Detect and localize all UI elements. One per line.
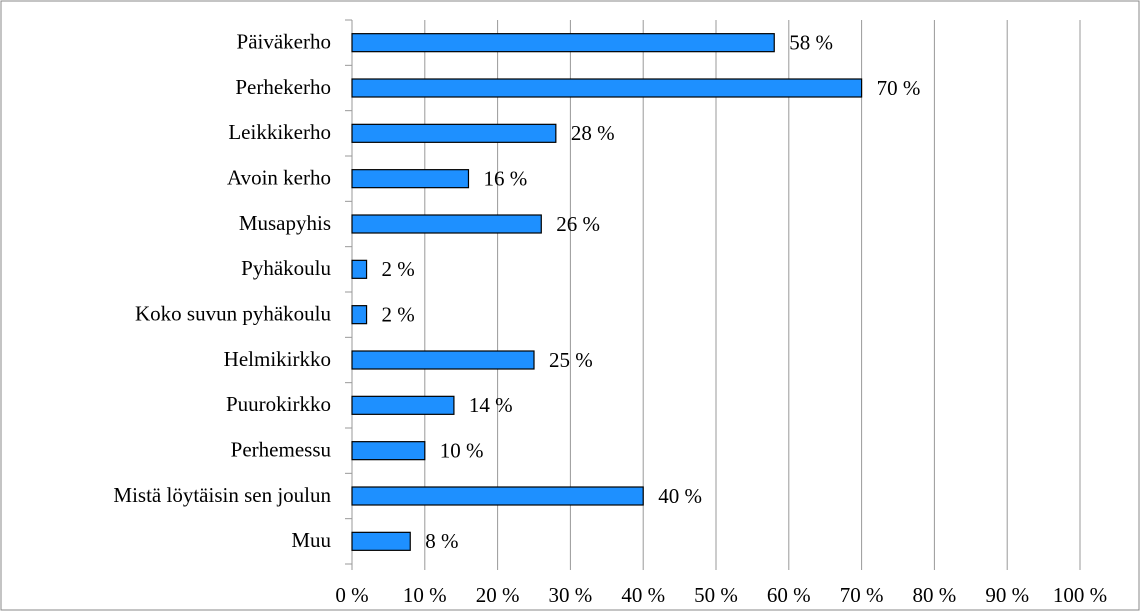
x-tick-label: 50 % [694, 583, 738, 607]
y-tick-label: Muu [291, 528, 331, 552]
bar [351, 441, 426, 461]
y-tick-label: Puurokirkko [226, 392, 331, 416]
x-tick-label: 70 % [840, 583, 884, 607]
bar [351, 486, 644, 506]
bar [351, 123, 557, 143]
y-tick-label: Mistä löytäisin sen joulun [113, 483, 331, 507]
data-label: 58 % [789, 30, 833, 54]
bar [351, 350, 535, 370]
data-label: 14 % [469, 393, 513, 417]
x-tick-label: 80 % [913, 583, 957, 607]
data-label: 8 % [425, 529, 458, 553]
data-label: 16 % [483, 166, 527, 190]
bar [351, 305, 368, 325]
y-tick-label: Perhemessu [231, 437, 332, 461]
y-tick-label: Helmikirkko [224, 347, 331, 371]
bar [351, 259, 368, 279]
x-tick-label: 20 % [476, 583, 520, 607]
x-tick-label: 40 % [621, 583, 665, 607]
data-label: 2 % [382, 302, 415, 326]
bar [351, 78, 863, 98]
y-tick-label: Koko suvun pyhäkoulu [135, 301, 331, 325]
y-tick-label: Leikkikerho [228, 120, 331, 144]
bar [351, 395, 455, 415]
y-tick-label: Musapyhis [239, 211, 331, 235]
data-label: 25 % [549, 348, 593, 372]
data-label: 10 % [440, 438, 484, 462]
x-tick-label: 10 % [403, 583, 447, 607]
x-tick-label: 100 % [1053, 583, 1107, 607]
data-label: 2 % [382, 257, 415, 281]
y-tick-label: Perhekerho [235, 75, 331, 99]
bar [351, 33, 775, 53]
x-tick-label: 60 % [767, 583, 811, 607]
data-label: 70 % [877, 76, 921, 100]
y-tick-label: Päiväkerho [237, 29, 331, 53]
y-tick-label: Avoin kerho [227, 165, 331, 189]
bar [351, 531, 411, 551]
data-label: 40 % [658, 484, 702, 508]
data-label: 28 % [571, 121, 615, 145]
bar [351, 169, 470, 189]
bar [351, 214, 542, 234]
x-tick-label: 90 % [985, 583, 1029, 607]
y-tick-label: Pyhäkoulu [241, 256, 331, 280]
data-label: 26 % [556, 212, 600, 236]
x-tick-label: 30 % [549, 583, 593, 607]
x-tick-label: 0 % [335, 583, 368, 607]
